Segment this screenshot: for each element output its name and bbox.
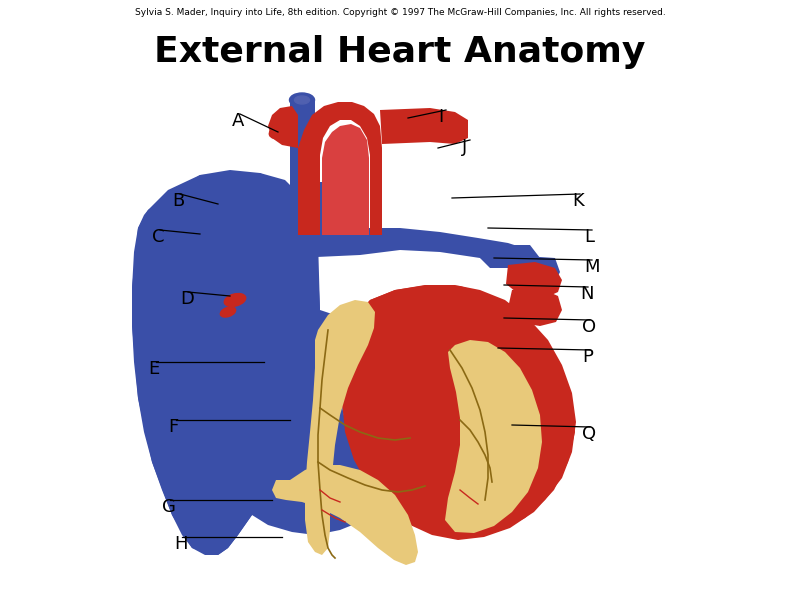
- Polygon shape: [342, 285, 575, 540]
- Ellipse shape: [164, 241, 180, 251]
- Polygon shape: [290, 100, 315, 195]
- Text: C: C: [152, 228, 165, 246]
- Text: I: I: [438, 108, 443, 126]
- Polygon shape: [510, 255, 560, 282]
- Polygon shape: [132, 170, 320, 555]
- Ellipse shape: [290, 93, 314, 107]
- Polygon shape: [295, 228, 530, 270]
- Polygon shape: [295, 182, 345, 240]
- Text: J: J: [462, 138, 467, 156]
- Text: Sylvia S. Mader, Inquiry into Life, 8th edition. Copyright © 1997 The McGraw-Hil: Sylvia S. Mader, Inquiry into Life, 8th …: [134, 8, 666, 17]
- Ellipse shape: [224, 293, 246, 307]
- Text: A: A: [232, 112, 244, 130]
- Text: L: L: [584, 228, 594, 246]
- Text: G: G: [162, 498, 176, 516]
- Text: B: B: [172, 192, 184, 210]
- Polygon shape: [480, 245, 540, 268]
- Polygon shape: [508, 288, 562, 326]
- Polygon shape: [380, 108, 468, 144]
- Text: M: M: [584, 258, 599, 276]
- Ellipse shape: [202, 187, 307, 272]
- Text: D: D: [180, 290, 194, 308]
- Text: K: K: [572, 192, 584, 210]
- Text: P: P: [582, 348, 593, 366]
- Polygon shape: [340, 285, 576, 538]
- Text: External Heart Anatomy: External Heart Anatomy: [154, 35, 646, 69]
- Polygon shape: [445, 340, 542, 533]
- Polygon shape: [272, 465, 418, 565]
- Polygon shape: [305, 300, 375, 555]
- Text: O: O: [582, 318, 596, 336]
- Text: N: N: [580, 285, 594, 303]
- Polygon shape: [322, 124, 369, 235]
- Ellipse shape: [294, 96, 310, 104]
- Polygon shape: [182, 248, 272, 269]
- Text: E: E: [148, 360, 159, 378]
- Polygon shape: [195, 205, 298, 238]
- Ellipse shape: [170, 257, 186, 266]
- Polygon shape: [506, 262, 562, 298]
- Polygon shape: [298, 102, 382, 235]
- Text: H: H: [174, 535, 187, 553]
- Ellipse shape: [270, 125, 286, 139]
- Polygon shape: [132, 173, 390, 555]
- Ellipse shape: [220, 307, 236, 317]
- Polygon shape: [175, 230, 275, 253]
- Text: Q: Q: [582, 425, 596, 443]
- Ellipse shape: [171, 223, 189, 233]
- Text: F: F: [168, 418, 178, 436]
- Polygon shape: [268, 106, 298, 148]
